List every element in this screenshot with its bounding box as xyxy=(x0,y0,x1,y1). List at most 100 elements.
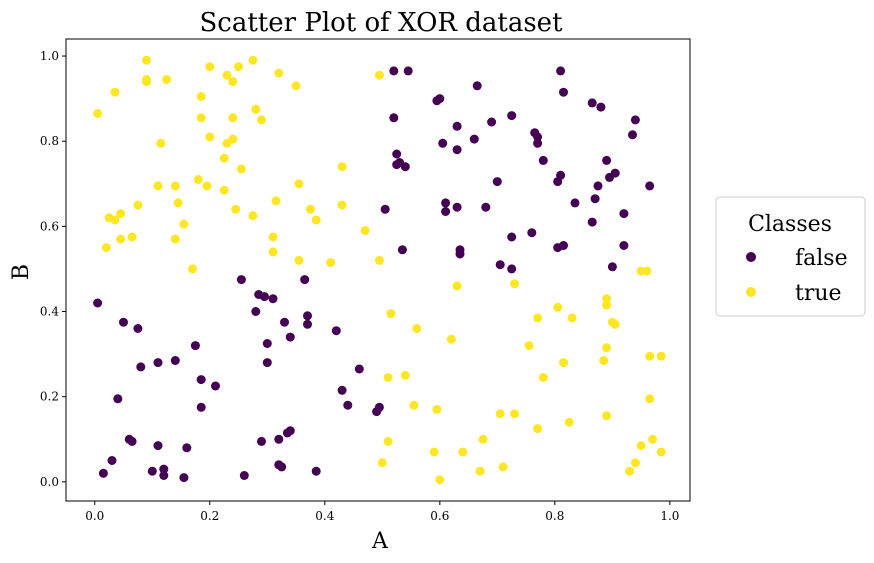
point-false xyxy=(507,264,517,274)
point-false xyxy=(190,341,200,351)
point-false xyxy=(553,177,563,187)
point-false xyxy=(268,294,278,304)
point-true xyxy=(602,294,612,304)
point-false xyxy=(337,385,347,395)
point-false xyxy=(147,466,157,476)
point-true xyxy=(648,434,658,444)
point-false xyxy=(119,317,128,327)
point-true xyxy=(257,115,266,125)
point-false xyxy=(259,292,269,302)
point-false xyxy=(113,394,123,404)
point-true xyxy=(524,341,534,351)
point-true xyxy=(196,92,206,101)
point-false xyxy=(455,249,465,259)
legend-title: Classes xyxy=(748,212,832,237)
point-true xyxy=(219,153,229,163)
point-false xyxy=(93,298,103,308)
point-false xyxy=(196,375,206,385)
point-true xyxy=(188,264,197,274)
point-false xyxy=(587,217,597,227)
point-false xyxy=(127,436,137,446)
point-true xyxy=(645,351,655,361)
point-false xyxy=(343,400,353,410)
point-true xyxy=(222,138,232,148)
point-true xyxy=(432,405,442,414)
point-false xyxy=(472,81,482,91)
x-axis-label: A xyxy=(371,529,389,554)
point-true xyxy=(636,441,646,451)
legend-label-false: false xyxy=(795,246,848,271)
point-true xyxy=(162,75,172,84)
point-false xyxy=(630,115,640,125)
point-false xyxy=(392,149,402,159)
point-false xyxy=(481,202,491,212)
point-true xyxy=(337,162,347,172)
point-false xyxy=(285,332,295,342)
point-false xyxy=(136,362,146,372)
point-true xyxy=(383,373,393,382)
point-false xyxy=(487,117,497,127)
point-true xyxy=(553,302,563,312)
point-true xyxy=(101,243,111,253)
point-false xyxy=(282,428,292,438)
point-true xyxy=(170,234,180,244)
data-points xyxy=(93,55,666,485)
point-true xyxy=(196,113,206,123)
point-true xyxy=(435,475,445,485)
point-true xyxy=(412,324,422,333)
point-false xyxy=(452,202,462,212)
point-true xyxy=(153,181,163,191)
point-false xyxy=(380,204,390,214)
point-true xyxy=(311,215,321,225)
point-true xyxy=(446,334,456,344)
point-false xyxy=(277,462,287,472)
point-true xyxy=(142,75,151,84)
x-tick-label: 0.2 xyxy=(200,509,219,523)
point-true xyxy=(248,211,258,221)
point-true xyxy=(326,258,336,267)
point-true xyxy=(656,351,666,361)
point-true xyxy=(533,313,543,323)
point-true xyxy=(234,62,243,72)
point-true xyxy=(599,356,609,365)
legend-marker-false xyxy=(746,252,756,262)
point-false xyxy=(441,207,451,216)
point-false xyxy=(507,232,517,242)
point-true xyxy=(116,234,126,244)
x-tick-label: 0.8 xyxy=(545,509,564,523)
point-false xyxy=(170,356,180,365)
point-false xyxy=(262,358,272,368)
legend-marker-true xyxy=(746,287,756,297)
point-true xyxy=(294,179,304,189)
point-false xyxy=(570,198,580,208)
point-false xyxy=(587,98,597,108)
point-false xyxy=(182,443,192,453)
point-false xyxy=(392,160,402,170)
point-false xyxy=(331,326,341,336)
point-false xyxy=(274,434,284,444)
point-true xyxy=(374,70,384,80)
point-true xyxy=(337,200,347,210)
point-false xyxy=(538,155,548,165)
point-true xyxy=(170,181,180,191)
point-true xyxy=(538,373,548,382)
y-tick-label: 0.4 xyxy=(40,305,59,319)
y-axis-ticks: 0.0 0.2 0.4 0.6 0.8 1.0 xyxy=(40,49,66,489)
point-true xyxy=(110,87,120,97)
point-true xyxy=(274,68,284,78)
point-false xyxy=(596,102,606,112)
point-false xyxy=(507,111,517,121)
y-tick-label: 0.0 xyxy=(40,475,59,489)
point-false xyxy=(153,358,163,368)
point-false xyxy=(153,441,163,451)
point-false xyxy=(556,66,566,76)
point-true xyxy=(475,466,485,476)
point-true xyxy=(377,458,387,468)
point-false xyxy=(262,339,272,348)
x-tick-label: 0.4 xyxy=(315,509,334,523)
point-true xyxy=(219,185,229,195)
point-false xyxy=(159,464,169,474)
plot-area xyxy=(65,38,691,502)
point-false xyxy=(435,94,445,104)
